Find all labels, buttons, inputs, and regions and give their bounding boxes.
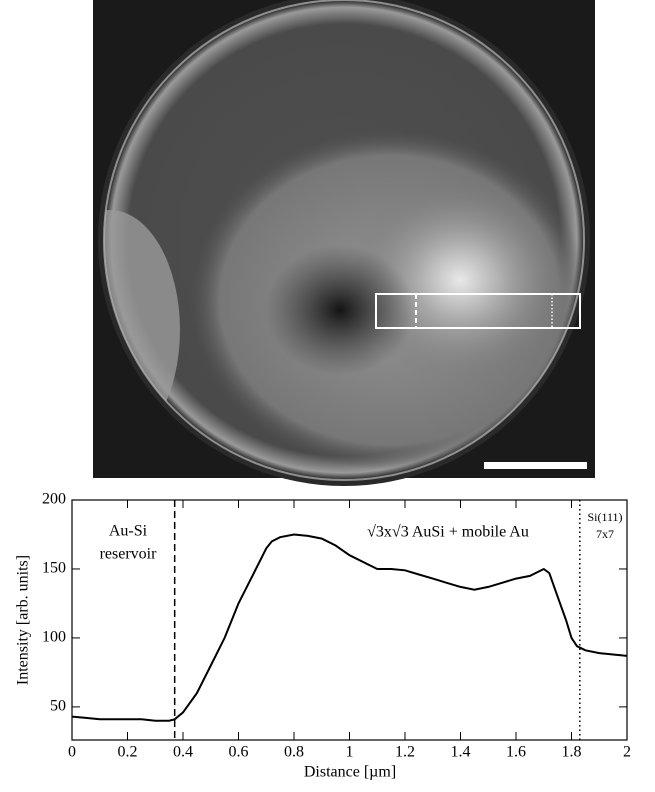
x-tick-label: 0.4 — [173, 744, 193, 761]
annotation: reservoir — [100, 546, 158, 563]
annotation: √3x√3 AuSi + mobile Au — [367, 524, 529, 541]
x-tick-label: 0.6 — [229, 744, 249, 761]
y-axis-label: Intensity [arb. units] — [15, 555, 32, 685]
microscope-image — [93, 0, 595, 486]
x-tick-label: 2 — [623, 744, 631, 761]
x-tick-label: 1.2 — [395, 744, 415, 761]
x-axis-label: Distance [µm] — [304, 764, 396, 781]
intensity-line — [71, 533, 628, 722]
annotation: 7x7 — [596, 527, 614, 541]
x-tick-label: 1.4 — [451, 744, 471, 761]
x-tick-label: 1 — [346, 744, 354, 761]
plot-frame — [71, 499, 628, 741]
x-tick-label: 0.2 — [118, 744, 138, 761]
y-tick-label: 200 — [42, 491, 66, 508]
y-tick-label: 50 — [50, 698, 66, 715]
x-tick-label: 0 — [68, 744, 76, 761]
annotation: Si(111) — [587, 510, 622, 524]
x-tick-label: 1.6 — [506, 744, 526, 761]
y-tick-label: 100 — [42, 629, 66, 646]
x-tick-label: 1.8 — [562, 744, 582, 761]
annotation: Au-Si — [109, 523, 148, 540]
y-tick-label: 150 — [42, 560, 66, 577]
x-tick-label: 0.8 — [284, 744, 304, 761]
